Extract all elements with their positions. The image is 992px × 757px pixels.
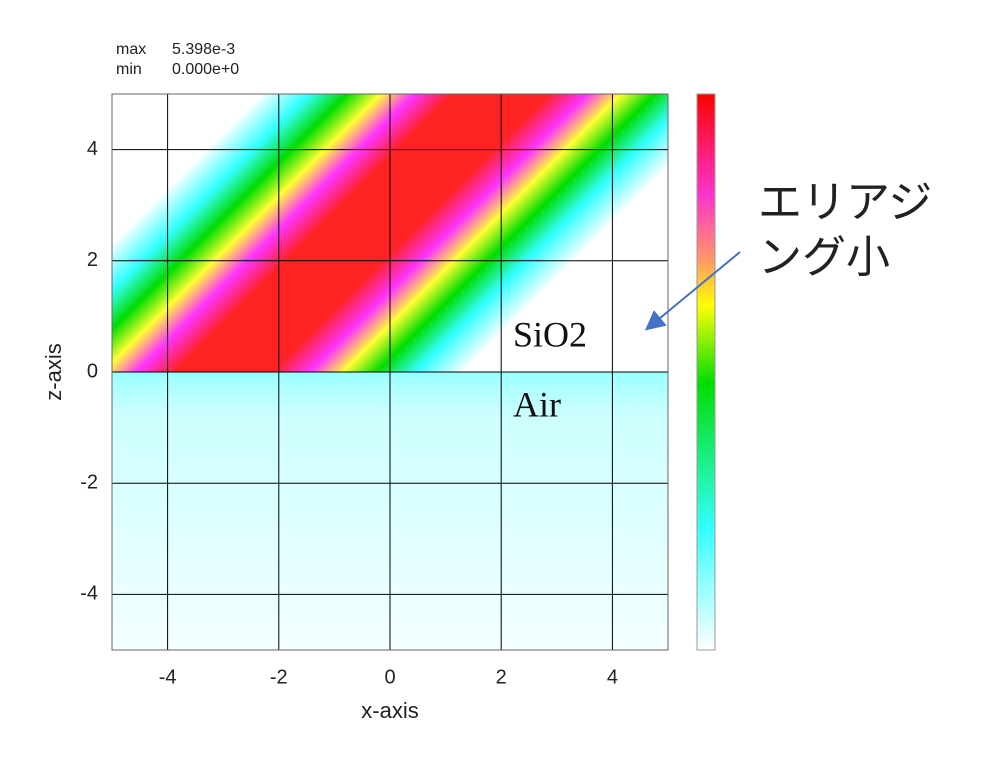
y-tick-label: -4 <box>80 583 98 605</box>
x-tick-label: -2 <box>270 666 288 688</box>
x-tick-label: -4 <box>159 666 177 688</box>
y-tick-label: 2 <box>87 249 98 271</box>
colorbar <box>696 93 716 651</box>
y-tick-label: -2 <box>80 471 98 493</box>
y-tick-label: 0 <box>87 360 98 382</box>
annotation: ング小 <box>758 232 890 283</box>
plot-frame <box>111 93 669 651</box>
max-label: max <box>116 41 146 58</box>
x-tick-label: 2 <box>496 666 507 688</box>
y-axis-label: z-axis <box>41 343 66 400</box>
x-tick-label: 4 <box>607 666 618 688</box>
min-label: min <box>116 61 142 78</box>
y-tick-label: 4 <box>87 138 98 160</box>
x-tick-label: 0 <box>384 666 395 688</box>
arrow <box>644 251 741 331</box>
annotation: SiO2 <box>513 314 587 354</box>
x-axis-label: x-axis <box>361 698 418 723</box>
annotation: エリアジ <box>758 177 932 228</box>
max-value: 5.398e-3 <box>172 41 235 58</box>
annotation: Air <box>513 384 561 424</box>
min-value: 0.000e+0 <box>172 61 239 78</box>
